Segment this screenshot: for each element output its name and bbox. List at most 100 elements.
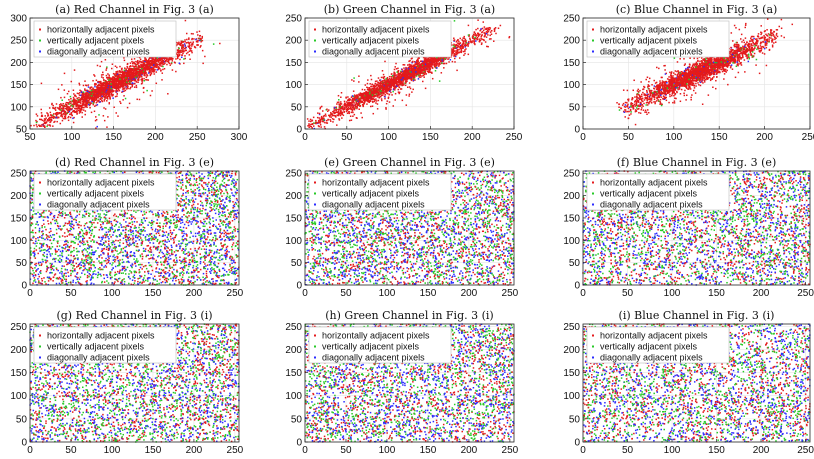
scatter-point <box>401 84 403 87</box>
scatter-point <box>57 116 60 119</box>
scatter-point <box>161 61 163 64</box>
scatter-point <box>398 75 400 78</box>
scatter-point <box>332 110 334 113</box>
scatter-point <box>134 73 137 76</box>
scatter-point <box>96 104 99 106</box>
scatter-point <box>493 28 496 30</box>
scatter-point <box>340 96 342 98</box>
scatter-point <box>311 119 313 122</box>
scatter-point <box>392 88 395 91</box>
scatter-point <box>142 62 144 64</box>
scatter-point <box>122 99 124 101</box>
scatter-point <box>55 112 58 114</box>
scatter-point <box>477 27 479 30</box>
scatter-point <box>148 71 151 74</box>
scatter-point <box>189 49 192 51</box>
scatter-point <box>141 69 143 72</box>
scatter-point <box>458 51 460 54</box>
scatter-point <box>133 65 135 68</box>
x-tick-label: 250 <box>189 132 206 143</box>
scatter-point <box>75 101 77 103</box>
scatter-point <box>115 80 118 82</box>
scatter-point <box>182 52 184 55</box>
scatter-point <box>388 101 391 103</box>
scatter-point <box>128 102 131 105</box>
scatter-point <box>431 72 433 74</box>
scatter-point <box>154 61 157 64</box>
scatter-point <box>178 62 181 64</box>
scatter-point <box>375 98 377 100</box>
scatter-point <box>85 98 88 101</box>
scatter-point <box>364 84 367 86</box>
scatter-point <box>377 83 379 86</box>
scatter-point <box>113 83 116 85</box>
scatter-point <box>59 112 61 114</box>
scatter-point <box>309 118 312 121</box>
scatter-point <box>128 69 130 72</box>
scatter-point <box>347 106 350 109</box>
scatter-point <box>92 97 95 100</box>
scatter-point <box>152 70 154 73</box>
scatter-point <box>335 107 337 109</box>
scatter-point <box>196 44 198 46</box>
scatter-point <box>44 119 46 122</box>
scatter-point <box>122 83 124 85</box>
scatter-point <box>188 42 190 44</box>
scatter-point <box>362 102 365 104</box>
scatter-point <box>476 37 478 40</box>
scatter-point <box>466 43 468 46</box>
scatter-point <box>80 90 82 92</box>
scatter-point <box>454 55 457 58</box>
scatter-point <box>199 46 202 48</box>
scatter-point <box>428 58 430 61</box>
scatter-point <box>318 112 321 115</box>
scatter-point <box>166 60 169 63</box>
scatter-point <box>96 94 99 97</box>
scatter-point <box>98 90 101 92</box>
scatter-point <box>171 69 174 71</box>
scatter-point <box>188 38 190 40</box>
scatter-point <box>126 77 128 79</box>
scatter-point <box>469 37 471 40</box>
scatter-point <box>50 119 53 122</box>
scatter-point <box>67 111 70 114</box>
scatter-point <box>196 40 199 42</box>
scatter-point <box>95 127 97 129</box>
scatter-point <box>93 110 96 113</box>
scatter-point <box>122 86 124 88</box>
scatter-point <box>336 103 338 105</box>
scatter-point <box>123 79 125 82</box>
scatter-point <box>64 116 67 119</box>
scatter-point <box>177 55 180 57</box>
scatter-point <box>41 114 43 117</box>
scatter-point <box>175 58 177 60</box>
scatter-point <box>134 79 137 82</box>
scatter-point <box>182 44 184 46</box>
scatter-point <box>103 100 106 102</box>
scatter-point <box>465 42 468 44</box>
scatter-point <box>153 62 155 64</box>
scatter-point <box>190 47 192 50</box>
scatter-point <box>135 70 138 73</box>
scatter-point <box>92 91 94 93</box>
scatter-point <box>80 97 82 100</box>
scatter-point <box>125 82 127 85</box>
scatter-point <box>139 75 142 77</box>
scatter-point <box>36 120 38 123</box>
scatter-point <box>456 69 458 72</box>
scatter-point <box>126 63 129 66</box>
scatter-point <box>325 122 328 124</box>
scatter-point <box>76 97 79 100</box>
scatter-point <box>472 35 474 37</box>
scatter-point <box>162 63 164 66</box>
scatter-point <box>134 77 137 79</box>
scatter-point <box>133 79 136 82</box>
scatter-point <box>394 92 397 95</box>
scatter-point <box>142 87 145 89</box>
scatter-point <box>358 93 360 96</box>
scatter-point <box>338 99 340 101</box>
scatter-point <box>92 103 95 106</box>
scatter-point <box>460 44 462 47</box>
scatter-point <box>73 110 75 112</box>
scatter-point <box>92 88 94 90</box>
